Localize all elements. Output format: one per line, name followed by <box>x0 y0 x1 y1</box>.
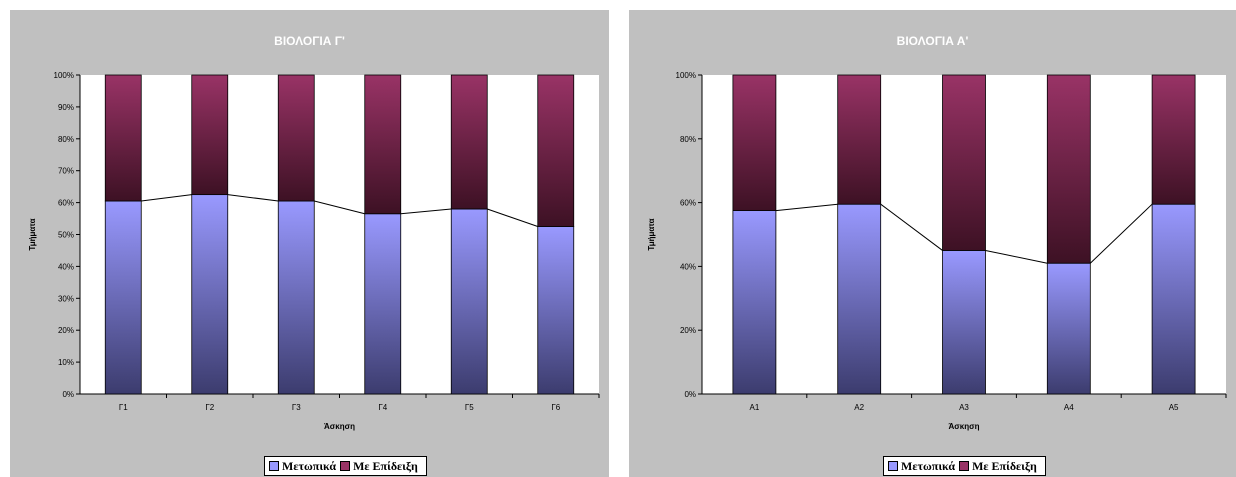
y-tick-label: 20% <box>680 326 696 335</box>
x-tick-label: Γ4 <box>378 403 387 412</box>
bar-me-epideixi <box>537 74 575 227</box>
y-tick-label: 80% <box>58 135 74 144</box>
x-tick-label: Α2 <box>854 403 864 412</box>
legend-label: Με Επίδειξη <box>972 458 1037 473</box>
bar-metopika <box>837 203 882 395</box>
y-tick-label: 40% <box>680 262 696 271</box>
bar-metopika <box>537 226 575 395</box>
bar-me-epideixi <box>191 74 229 196</box>
x-tick-label: Γ2 <box>205 403 214 412</box>
y-axis-label: Τμήματα <box>647 218 656 250</box>
y-tick-label: 10% <box>58 358 74 367</box>
x-tick-label: Γ5 <box>465 403 474 412</box>
legend-item-metopika: Μετωπικά <box>269 459 336 474</box>
chart-legend: Μετωπικά Με Επίδειξη <box>883 456 1046 476</box>
bar-me-epideixi <box>942 74 986 251</box>
y-tick-label: 100% <box>54 71 74 80</box>
y-tick-label: 70% <box>58 167 74 176</box>
y-tick-label: 50% <box>58 231 74 240</box>
legend-swatch <box>269 461 279 471</box>
y-tick-label: 60% <box>58 199 74 208</box>
bar-me-epideixi <box>104 74 142 202</box>
x-tick-label: Α3 <box>959 403 969 412</box>
legend-item-me-epideixi: Με Επίδειξη <box>959 459 1037 474</box>
bar-metopika <box>191 194 229 395</box>
bar-me-epideixi <box>1046 74 1091 264</box>
legend-item-me-epideixi: Με Επίδειξη <box>340 459 418 474</box>
x-tick-label: Γ6 <box>551 403 560 412</box>
y-tick-label: 100% <box>676 71 696 80</box>
chart-title: ΒΙΟΛΟΓΙΑ Α' <box>896 34 969 48</box>
legend-item-metopika: Μετωπικά <box>888 459 955 474</box>
chart-svg: 0% 20% 40% 60% 80% 100% Α1 Α2 Α3 Α4 Α5 Άσκηση Τμήματ… <box>647 71 1227 431</box>
bar-me-epideixi <box>277 74 315 202</box>
chart-svg: 0% 10% 20% 30% 40% 50% 60% 70% 80% 90% 100% Γ1 Γ2 Γ3 Γ… <box>28 71 600 431</box>
chart-title: ΒΙΟΛΟΓΙΑ Γ' <box>274 34 345 48</box>
bar-metopika <box>1151 203 1196 395</box>
y-tick-label: 0% <box>684 390 696 399</box>
y-tick-label: 0% <box>62 390 74 399</box>
x-tick-label: Γ3 <box>292 403 301 412</box>
legend-swatch <box>888 461 898 471</box>
bar-metopika <box>364 213 402 395</box>
chart-panel-biologia-g: ΒΙΟΛΟΓΙΑ Γ' 0% 10% 20% 30% 40% 50% 60% 70% 80% 90… <box>10 10 609 477</box>
x-tick-label: Α1 <box>750 403 760 412</box>
bar-me-epideixi <box>450 74 488 210</box>
y-tick-label: 30% <box>58 294 74 303</box>
y-tick-label: 80% <box>680 135 696 144</box>
legend-label: Μετωπικά <box>901 458 956 473</box>
y-axis-label: Τμήματα <box>28 218 37 250</box>
bar-me-epideixi <box>837 74 882 205</box>
legend-label: Μετωπικά <box>282 458 337 473</box>
bar-me-epideixi <box>364 74 402 215</box>
chart-panel-biologia-a: ΒΙΟΛΟΓΙΑ Α' 0% 20% 40% 60% 80% 100% Α1 Α2 Α3 Α4 Α5… <box>629 10 1236 477</box>
x-axis-label: Άσκηση <box>949 422 980 431</box>
legend-swatch <box>340 461 351 471</box>
legend-label: Με Επίδειξη <box>353 458 418 473</box>
chart-legend: Μετωπικά Με Επίδειξη <box>264 456 427 476</box>
series-line <box>775 203 1153 264</box>
bar-metopika <box>450 208 488 395</box>
bar-metopika <box>732 210 777 395</box>
plot-area <box>80 75 599 394</box>
legend-swatch <box>959 461 970 471</box>
bar-me-epideixi <box>732 74 777 211</box>
y-tick-label: 40% <box>58 262 74 271</box>
y-tick-label: 20% <box>58 326 74 335</box>
bar-metopika <box>1046 262 1091 395</box>
series-line <box>141 194 538 227</box>
x-tick-label: Α5 <box>1169 403 1179 412</box>
x-tick-label: Γ1 <box>119 403 128 412</box>
y-tick-label: 90% <box>58 103 74 112</box>
y-tick-label: 60% <box>680 199 696 208</box>
bar-metopika <box>277 200 315 395</box>
bar-metopika <box>942 250 986 395</box>
x-axis-label: Άσκηση <box>324 422 355 431</box>
bar-me-epideixi <box>1151 74 1196 205</box>
bar-metopika <box>104 200 142 395</box>
x-tick-label: Α4 <box>1064 403 1074 412</box>
